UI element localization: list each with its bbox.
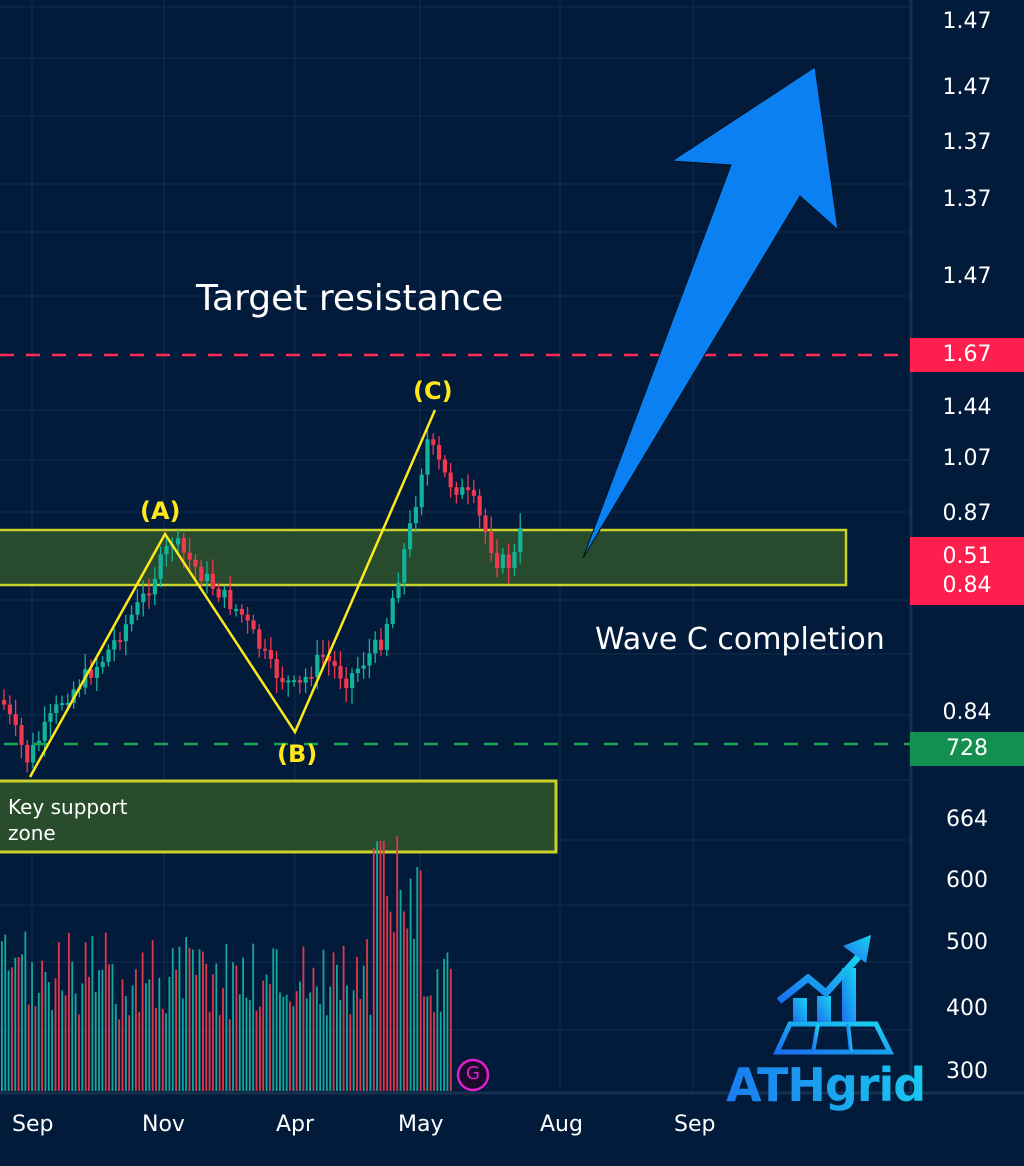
wave-b-label: (B)	[277, 740, 318, 768]
target-resistance-label: Target resistance	[196, 278, 504, 319]
current-price-top: 0.51	[942, 544, 992, 569]
wave-a-label: (A)	[140, 497, 181, 525]
price-axis-label: 1.47	[942, 264, 992, 289]
price-axis-label: 600	[946, 868, 988, 893]
support-price-tag: 728	[910, 732, 1024, 766]
price-axis-label: 400	[946, 996, 988, 1021]
resistance-price-tag: 1.67	[910, 338, 1024, 372]
price-axis-label: 1.44	[942, 395, 992, 420]
abc-wave-line[interactable]	[28, 409, 437, 778]
time-axis-label: Nov	[142, 1112, 185, 1137]
current-price-tag: 0.51 0.84	[910, 537, 1024, 605]
watermark-g-label: G	[466, 1063, 480, 1084]
resistance-zone[interactable]	[0, 528, 848, 587]
key-support-label-line2: zone	[8, 821, 56, 845]
candlestick-series	[2, 424, 523, 773]
key-support-label: Key support zone	[8, 794, 127, 846]
price-axis-label: 1.47	[942, 9, 992, 34]
price-axis-label: 1.37	[942, 130, 992, 155]
price-axis-label: 1.37	[942, 187, 992, 212]
wave-c-completion-label: Wave C completion	[595, 622, 885, 657]
key-support-label-line1: Key support	[8, 795, 128, 819]
time-axis-label: Sep	[12, 1112, 54, 1137]
time-axis-label: Sep	[674, 1112, 716, 1137]
upward-arrow-icon	[582, 66, 839, 559]
price-axis-label: 664	[946, 807, 988, 832]
time-axis-label: Aug	[540, 1112, 583, 1137]
price-axis-label: 500	[946, 930, 988, 955]
price-axis-label: 0.84	[942, 700, 992, 725]
price-axis-label: 1.07	[942, 446, 992, 471]
price-axis-label: 0.87	[942, 501, 992, 526]
price-axis-label: 1.47	[942, 75, 992, 100]
tradingview-watermark[interactable]	[456, 1058, 490, 1092]
time-axis-label: May	[398, 1112, 444, 1137]
time-axis-label: Apr	[276, 1112, 315, 1137]
current-price-bottom: 0.84	[942, 573, 992, 598]
price-axis-label: 300	[946, 1059, 988, 1084]
volume-bars	[1, 835, 452, 1091]
athgrid-logo-icon	[773, 935, 895, 1055]
wave-c-label: (C)	[413, 377, 453, 405]
athgrid-logo-text: ATHgrid	[726, 1058, 926, 1112]
key-support-zone[interactable]	[0, 779, 558, 854]
chart-grid	[0, 0, 910, 1092]
